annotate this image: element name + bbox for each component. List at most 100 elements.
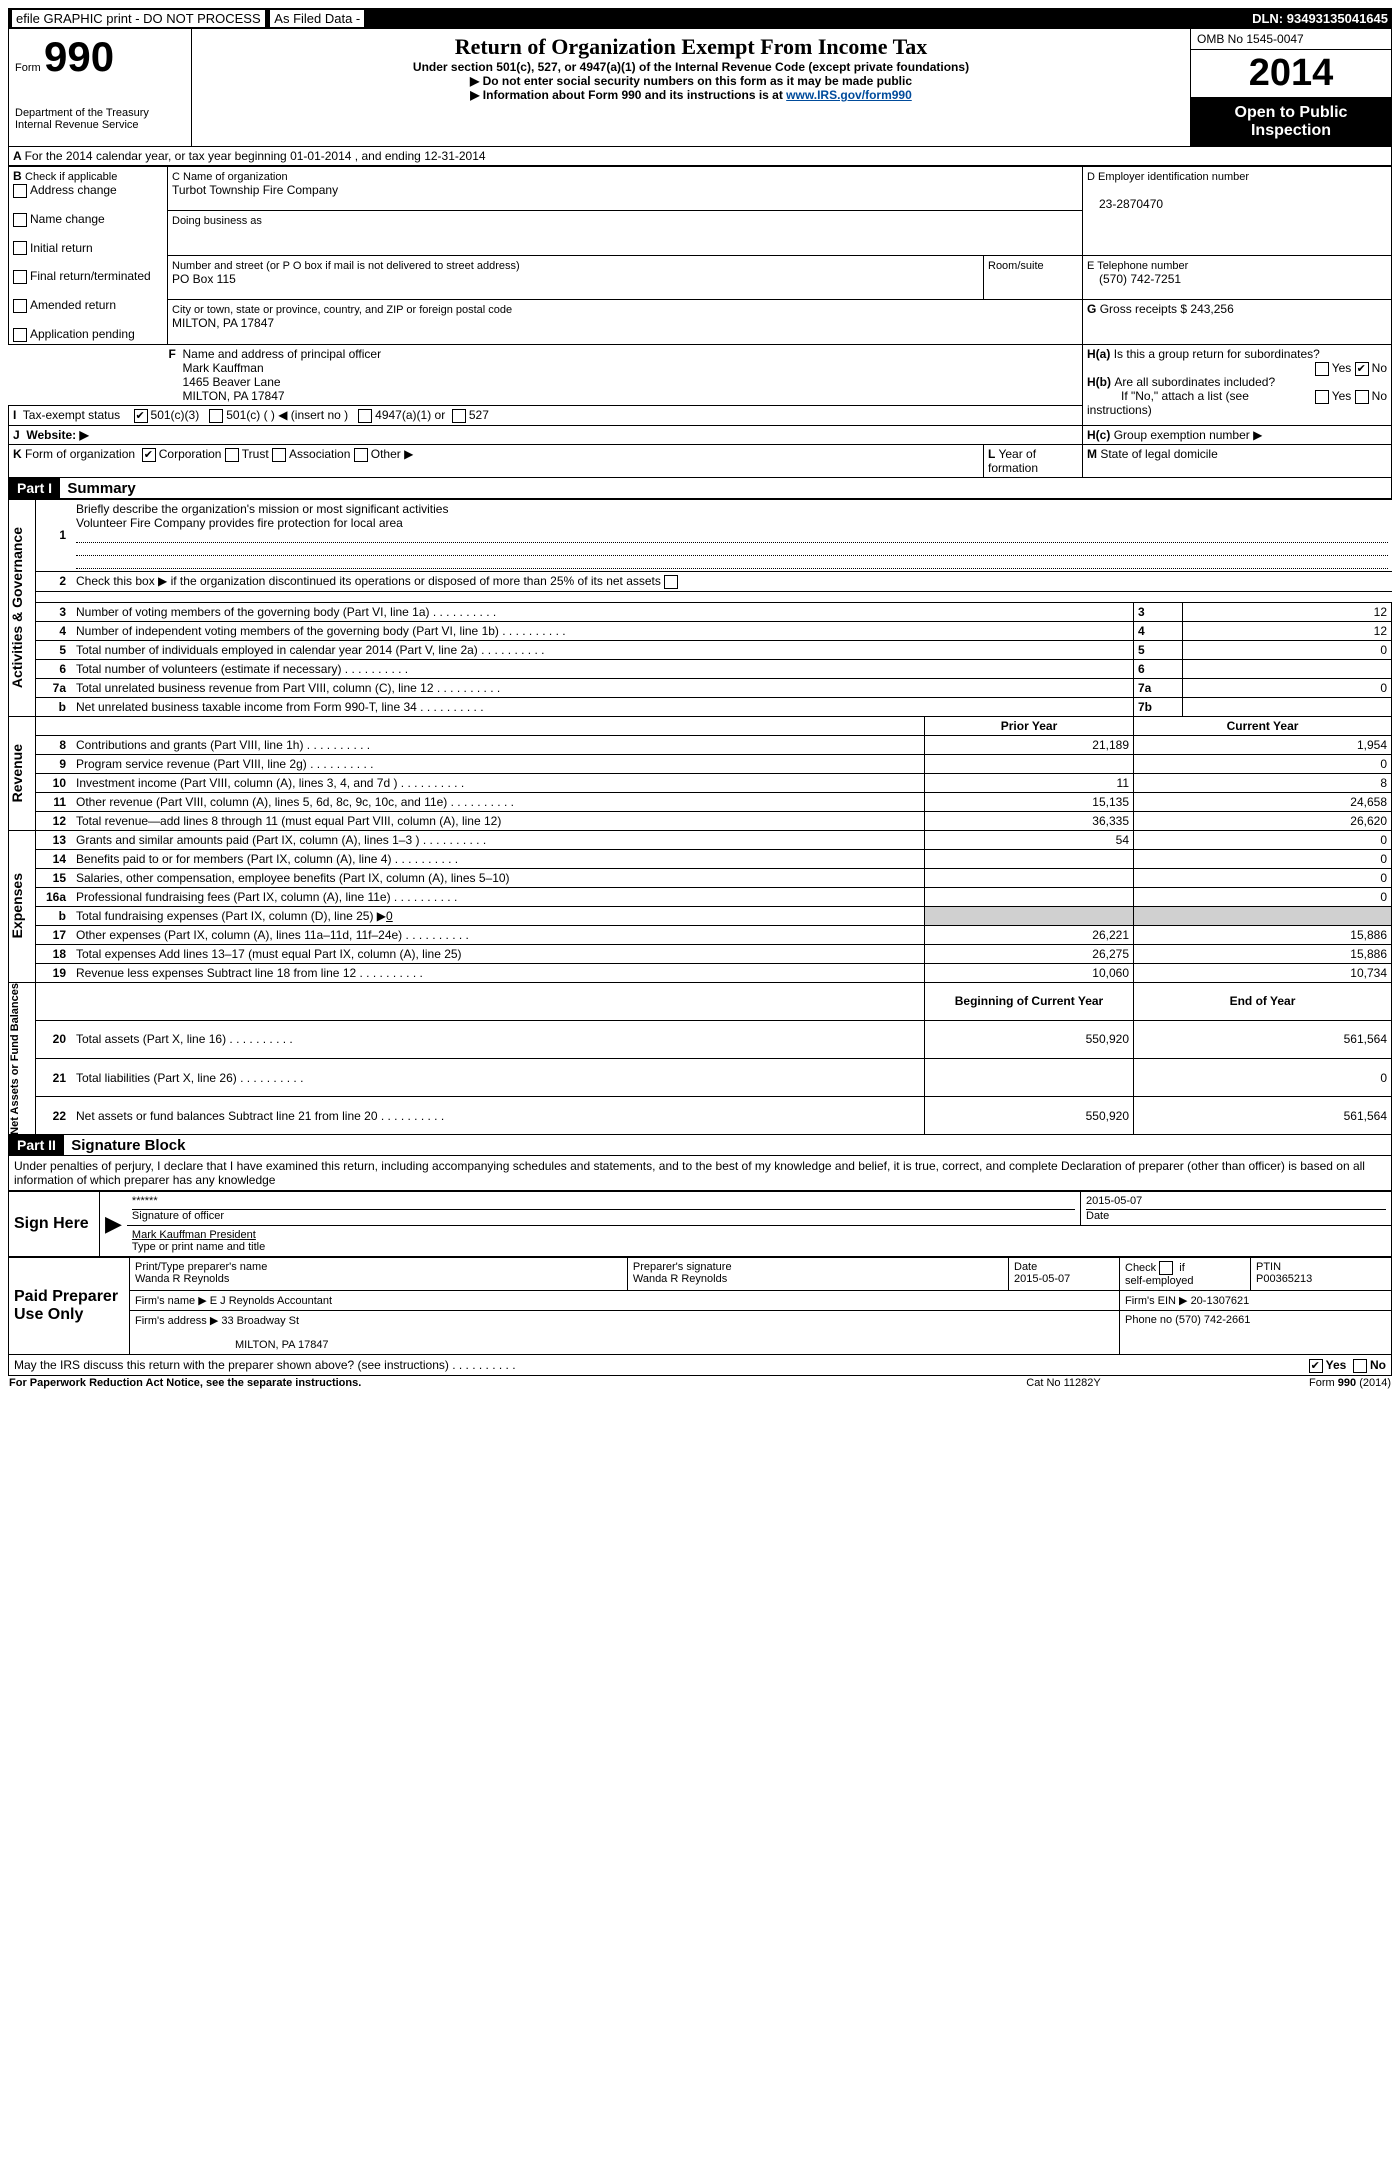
l-label: L xyxy=(988,447,995,461)
pp-sig-lbl: Preparer's signature xyxy=(633,1261,732,1273)
v4: 12 xyxy=(1183,621,1392,640)
chk-501c[interactable] xyxy=(209,409,223,423)
footer-form: Form 990 (2014) xyxy=(1166,1376,1392,1390)
g-text: Gross receipts $ xyxy=(1100,302,1187,316)
r15d: Salaries, other compensation, employee b… xyxy=(72,868,925,887)
chk-corp[interactable] xyxy=(142,448,156,462)
officer-printed-name: Mark Kauffman President xyxy=(132,1229,256,1241)
r16ad: Professional fundraising fees (Part IX, … xyxy=(72,887,925,906)
form-number: 990 xyxy=(44,33,114,80)
discuss-no[interactable] xyxy=(1353,1359,1367,1373)
chk-self-employed[interactable] xyxy=(1159,1261,1173,1275)
col-cy: Current Year xyxy=(1134,716,1392,735)
omb-number: OMB No 1545-0047 xyxy=(1191,29,1391,50)
r16bd: Total fundraising expenses (Part IX, col… xyxy=(72,906,925,925)
v7a: 0 xyxy=(1183,678,1392,697)
officer-name: Mark Kauffman xyxy=(169,361,264,375)
r12d: Total revenue—add lines 8 through 11 (mu… xyxy=(72,811,925,830)
side-exp: Expenses xyxy=(9,873,25,938)
pp-self-emp: Check ifself-employed xyxy=(1125,1262,1193,1287)
chk-other[interactable] xyxy=(354,448,368,462)
sig-officer-label: Signature of officer xyxy=(132,1209,1075,1222)
part1-header: Part I Summary xyxy=(8,478,1392,499)
irs-link[interactable]: www.IRS.gov/form990 xyxy=(786,88,912,102)
dln-value: 93493135041645 xyxy=(1287,11,1388,26)
q7b: Net unrelated business taxable income fr… xyxy=(72,697,1134,716)
col-eoy: End of Year xyxy=(1134,982,1392,1020)
part1-tag: Part I xyxy=(9,478,60,498)
form-subtitle-3a: Information about Form 990 and its instr… xyxy=(470,88,786,102)
q1b: Volunteer Fire Company provides fire pro… xyxy=(76,516,403,530)
firm-name-lbl: Firm's name ▶ xyxy=(135,1295,207,1307)
r18d: Total expenses Add lines 13–17 (must equ… xyxy=(72,944,925,963)
chk-501c3[interactable] xyxy=(134,409,148,423)
i-label: I xyxy=(13,408,16,422)
chk-trust[interactable] xyxy=(225,448,239,462)
officer-addr2: MILTON, PA 17847 xyxy=(169,389,285,403)
chk-initial-return[interactable] xyxy=(13,241,27,255)
b-check: Check if applicable xyxy=(25,171,117,183)
chk-final-return[interactable] xyxy=(13,270,27,284)
side-ag: Activities & Governance xyxy=(9,527,25,688)
firm-phone-lbl: Phone no xyxy=(1125,1314,1172,1326)
side-na: Net Assets or Fund Balances xyxy=(9,983,21,1135)
summary-table: Activities & Governance 1 Briefly descri… xyxy=(8,499,1392,1136)
firm-phone: (570) 742-2661 xyxy=(1175,1314,1250,1326)
firm-addr1: 33 Broadway St xyxy=(221,1315,299,1327)
chk-address-change[interactable] xyxy=(13,184,27,198)
footer: For Paperwork Reduction Act Notice, see … xyxy=(8,1376,1392,1390)
q1a: Briefly describe the organization's miss… xyxy=(76,502,448,516)
form-word: Form xyxy=(15,62,41,74)
r10d: Investment income (Part VIII, column (A)… xyxy=(72,773,925,792)
sign-here-block: Sign Here ▶ ****** Signature of officer … xyxy=(8,1191,1392,1257)
firm-name: E J Reynolds Accountant xyxy=(210,1295,332,1307)
pp-sig: Wanda R Reynolds xyxy=(633,1273,727,1285)
ptin: P00365213 xyxy=(1256,1273,1312,1285)
chk-application-pending[interactable] xyxy=(13,328,27,342)
discuss-yes[interactable] xyxy=(1309,1359,1323,1373)
efile-label: efile GRAPHIC print - DO NOT PROCESS xyxy=(12,10,265,27)
ein: 23-2870470 xyxy=(1087,197,1163,211)
open-public: Open to Public Inspection xyxy=(1191,98,1391,146)
chk-q2[interactable] xyxy=(664,575,678,589)
col-boc: Beginning of Current Year xyxy=(925,982,1134,1020)
ptin-lbl: PTIN xyxy=(1256,1261,1281,1273)
footer-left: For Paperwork Reduction Act Notice, see … xyxy=(9,1377,361,1389)
ha-yes[interactable] xyxy=(1315,362,1329,376)
r21d: Total liabilities (Part X, line 26) xyxy=(72,1059,925,1097)
sign-here-label: Sign Here xyxy=(9,1192,100,1257)
m-text: State of legal domicile xyxy=(1100,447,1217,461)
v5: 0 xyxy=(1183,640,1392,659)
sig-stars: ****** xyxy=(132,1195,158,1207)
hb-yes[interactable] xyxy=(1315,390,1329,404)
chk-4947[interactable] xyxy=(358,409,372,423)
i-text: Tax-exempt status xyxy=(23,408,120,422)
form-subtitle-1: Under section 501(c), 527, or 4947(a)(1)… xyxy=(193,60,1189,74)
r9d: Program service revenue (Part VIII, line… xyxy=(72,754,925,773)
ha-text: Is this a group return for subordinates? xyxy=(1114,347,1320,361)
r14d: Benefits paid to or for members (Part IX… xyxy=(72,849,925,868)
v3: 12 xyxy=(1183,602,1392,621)
chk-527[interactable] xyxy=(452,409,466,423)
l-text: Year of formation xyxy=(988,447,1038,475)
pp-date: 2015-05-07 xyxy=(1014,1273,1070,1285)
dln-label: DLN: xyxy=(1252,11,1283,26)
chk-amended-return[interactable] xyxy=(13,299,27,313)
r13d: Grants and similar amounts paid (Part IX… xyxy=(72,830,925,849)
chk-name-change[interactable] xyxy=(13,213,27,227)
footer-cat: Cat No 11282Y xyxy=(961,1376,1166,1390)
as-filed-label: As Filed Data - xyxy=(270,10,364,27)
part2-header: Part II Signature Block xyxy=(8,1135,1392,1156)
dba-label: Doing business as xyxy=(172,215,262,227)
f-text: Name and address of principal officer xyxy=(183,347,382,361)
dept-treasury: Department of the Treasury xyxy=(15,107,185,119)
hb-no[interactable] xyxy=(1355,390,1369,404)
ha-no[interactable] xyxy=(1355,362,1369,376)
org-city: MILTON, PA 17847 xyxy=(172,316,274,330)
r19d: Revenue less expenses Subtract line 18 f… xyxy=(72,963,925,982)
r22d: Net assets or fund balances Subtract lin… xyxy=(72,1097,925,1135)
firm-addr2: MILTON, PA 17847 xyxy=(135,1339,329,1351)
chk-assoc[interactable] xyxy=(272,448,286,462)
form-header: Form 990 Department of the Treasury Inte… xyxy=(8,29,1392,147)
room-label: Room/suite xyxy=(988,260,1044,272)
